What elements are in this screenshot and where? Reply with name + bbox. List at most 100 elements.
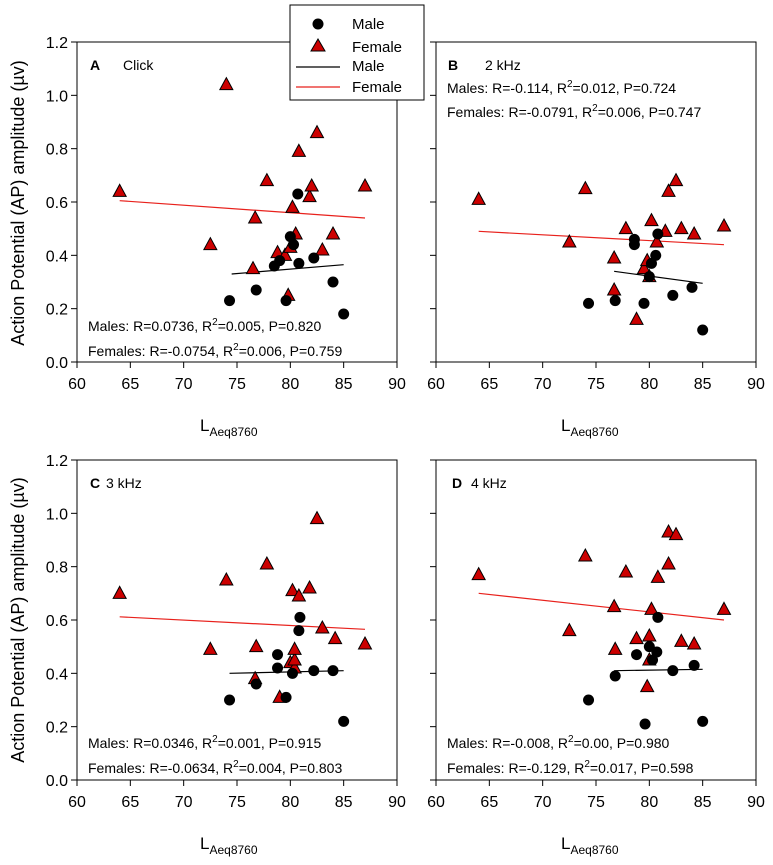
panel-c-female-point <box>302 579 317 594</box>
panel-d-x-tick-label: 90 <box>747 794 765 811</box>
panel-d-female-point <box>561 622 577 637</box>
panel-c-male-point <box>280 691 292 703</box>
panel-b-female-point <box>673 220 689 235</box>
panel-b-female-point <box>606 249 622 264</box>
panel-b-male-point <box>650 249 662 261</box>
panel-c-male-point <box>272 662 284 674</box>
panel-b-female-point <box>716 217 732 232</box>
panel-d-male-point <box>697 715 709 727</box>
panel-a-y-tick-label: 0.0 <box>46 355 68 372</box>
panel-c-female-fit-line <box>119 616 366 630</box>
panel-b-letter: B <box>448 57 458 73</box>
panel-c-female-point <box>202 641 218 655</box>
panel-d-female-point <box>639 678 655 693</box>
panel-c: C 3 kHz Males: R=0.0346, R2=0.001, P=0.9… <box>46 453 406 811</box>
panel-c-x-tick-label: 90 <box>388 794 406 811</box>
panel-a-x-tick-label: 70 <box>175 376 193 393</box>
panel-a-female-point <box>245 260 261 275</box>
panel-b-female-point <box>618 220 634 235</box>
panel-c-y-tick-label: 0.6 <box>46 613 68 630</box>
panel-b-x-tick-label: 70 <box>534 376 552 393</box>
panel-c-female-point <box>218 571 234 586</box>
panel-c-male-point <box>272 649 284 661</box>
panel-d-x-tick-label: 85 <box>694 794 712 811</box>
panel-c-male-point <box>308 665 320 677</box>
panel-d-female-point <box>577 547 593 562</box>
panel-a-male-point <box>292 188 304 200</box>
panel-b-female-stats: Females: R=-0.0791, R2=0.006, P=0.747 <box>447 103 701 120</box>
panel-d-female-point <box>629 630 644 645</box>
panel-d-x-tick-label: 60 <box>427 794 445 811</box>
panel-a-female-point <box>325 225 341 240</box>
panel-c-female-point <box>248 638 264 653</box>
legend-box <box>289 4 425 101</box>
panel-a-male-point <box>293 257 305 269</box>
panel-d-female-stats: Females: R=-0.129, R2=0.017, P=0.598 <box>447 759 694 776</box>
panel-a-female-point <box>314 241 330 256</box>
panel-d-female-point <box>471 566 487 581</box>
panel-b-male-point <box>652 228 664 240</box>
panel-d-female-point <box>650 569 666 583</box>
panel-b-female-point <box>668 172 684 187</box>
panel-a-x-tick-label: 75 <box>228 376 246 393</box>
panel-b-male-point <box>609 295 621 307</box>
panel-a-female-point <box>247 209 263 224</box>
panel-b-male-fit-line <box>614 270 703 284</box>
panel-a-x-tick-label: 85 <box>335 376 353 393</box>
panel-c-female-point <box>314 619 330 634</box>
panel-d-male-point <box>652 611 664 623</box>
panel-d-male-point <box>667 665 679 677</box>
panel-d-female-point <box>716 601 732 615</box>
panel-c-y-tick-label: 0.8 <box>46 560 68 577</box>
panel-b-x-tick-label: 90 <box>747 376 765 393</box>
panel-c-female-point <box>259 555 275 570</box>
panel-a-male-point <box>274 255 286 267</box>
panel-c-female-stats: Females: R=-0.0634, R2=0.004, P=0.803 <box>88 759 342 776</box>
panel-c-frame <box>76 459 398 781</box>
panel-d-x-tick-label: 75 <box>587 794 605 811</box>
panel-d-female-point <box>644 601 659 615</box>
panel-c-male-point <box>250 678 262 690</box>
panel-a-y-tick-label: 0.2 <box>46 302 68 319</box>
panel-c-female-point <box>357 635 373 650</box>
panel-c-male-point <box>327 665 339 677</box>
panel-d-male-point <box>688 659 700 671</box>
y-axis-label-bottom: Action Potential (AP) amplitude (µv) <box>8 477 28 763</box>
panel-b-male-point <box>628 233 640 245</box>
panel-b-female-point <box>649 233 665 248</box>
panel-b-male-point <box>583 297 595 309</box>
panel-d-female-point <box>668 526 684 541</box>
panel-c-male-point <box>294 611 306 623</box>
panel-d: D 4 kHz Males: R=-0.008, R2=0.00, P=0.98… <box>427 459 765 811</box>
panel-d-female-point <box>618 563 634 578</box>
panel-d-male-point <box>651 646 663 658</box>
panel-b-x-tick-label: 80 <box>640 376 658 393</box>
panel-c-male-point <box>293 625 305 637</box>
panel-a-female-stats: Females: R=-0.0754, R2=0.006, P=0.759 <box>88 342 342 359</box>
panel-a-female-point <box>285 199 300 213</box>
panel-c-x-tick-label: 65 <box>121 794 139 811</box>
panel-b-title: 2 kHz <box>485 57 521 73</box>
panel-b-female-point <box>606 281 622 296</box>
panel-c-female-point <box>309 510 325 525</box>
panel-c-x-tick-label: 75 <box>228 794 246 811</box>
panel-b-male-point <box>686 281 698 293</box>
panel-d-male-point <box>609 670 621 682</box>
panel-c-female-point <box>327 630 343 645</box>
panel-a-y-tick-label: 0.6 <box>46 195 68 212</box>
panel-c-y-tick-label: 0.2 <box>46 720 68 737</box>
panel-c-male-point <box>338 715 350 727</box>
panel-c-y-tick-label: 0.0 <box>46 773 68 790</box>
panel-b-female-fit-line <box>478 230 725 246</box>
panel-b-x-tick-label: 65 <box>480 376 498 393</box>
panel-a-male-point <box>288 239 300 251</box>
panel-c-x-tick-label: 70 <box>175 794 193 811</box>
panel-a-title: Click <box>123 57 154 73</box>
panel-a-male-point <box>280 295 292 307</box>
panel-a-male-point <box>224 295 236 307</box>
panel-c-male-point <box>286 667 298 679</box>
panel-a: A Click Males: R=0.0736, R2=0.005, P=0.8… <box>46 35 406 393</box>
panel-c-male-fit-line <box>229 670 344 674</box>
panel-b-male-stats: Males: R=-0.114, R2=0.012, P=0.724 <box>447 79 676 96</box>
